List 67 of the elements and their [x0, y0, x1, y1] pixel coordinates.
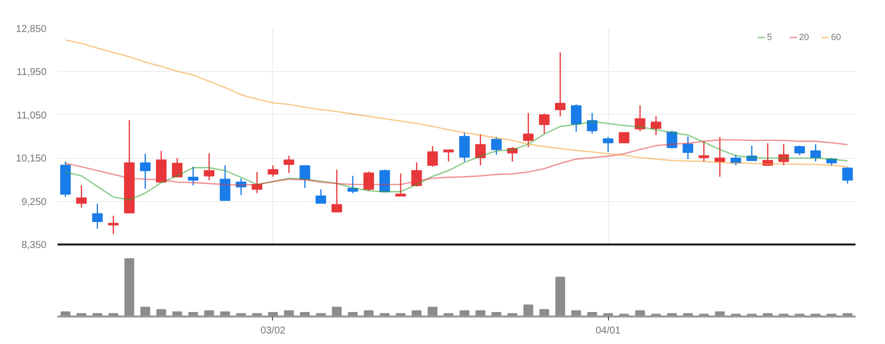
candlestick — [395, 172, 406, 197]
y-tick-label: 8,350 — [21, 240, 47, 251]
candlestick — [188, 166, 198, 186]
candlestick — [316, 188, 326, 204]
candlestick — [172, 158, 182, 178]
candlestick — [427, 146, 438, 168]
candlestick — [475, 134, 486, 166]
candlestick — [236, 178, 246, 196]
candlestick — [810, 144, 821, 162]
bar — [523, 304, 534, 316]
candlestick — [698, 140, 710, 162]
bar — [635, 310, 645, 316]
candlestick — [586, 112, 598, 134]
legend-label: 60 — [831, 32, 842, 42]
candlestick — [379, 169, 390, 192]
candlestick — [842, 166, 853, 184]
candlestick — [140, 153, 151, 190]
candlestick — [650, 116, 662, 136]
bar — [412, 310, 422, 316]
bar — [124, 258, 134, 316]
candlestick — [108, 215, 119, 235]
y-tick-label: 12,850 — [16, 24, 47, 35]
bar — [284, 310, 294, 316]
candlestick — [204, 152, 214, 181]
candlestick — [459, 132, 470, 162]
candlestick — [554, 52, 566, 117]
bar — [428, 306, 438, 316]
x-tick-label: 03/02 — [260, 326, 286, 336]
candlestick — [363, 170, 374, 192]
legend-label: 20 — [799, 32, 810, 42]
candlestick — [300, 164, 310, 188]
bar — [476, 310, 486, 316]
candlestick — [523, 112, 534, 148]
legend-label: 5 — [767, 32, 774, 42]
y-tick-label: 10,150 — [16, 154, 47, 165]
candlestick — [252, 171, 262, 194]
y-tick-label: 9,250 — [21, 196, 47, 208]
bar — [204, 310, 214, 316]
candlestick — [491, 136, 502, 156]
candlestick — [220, 164, 230, 201]
candlestick — [602, 136, 614, 152]
bar — [460, 310, 470, 316]
bar — [555, 276, 566, 316]
candlestick — [762, 142, 774, 166]
candlestick — [92, 203, 103, 230]
candlestick — [730, 154, 742, 166]
candlestick — [634, 104, 646, 132]
candlestick — [538, 112, 550, 134]
candlestick — [570, 104, 582, 132]
candlestick — [507, 146, 518, 162]
candlestick — [268, 164, 278, 178]
candlestick — [284, 155, 294, 174]
candlestick — [794, 145, 805, 156]
candlestick — [682, 136, 694, 160]
candlestick — [76, 184, 87, 208]
candlestick — [666, 130, 678, 150]
candlestick — [746, 145, 758, 162]
candlestick — [156, 150, 167, 183]
candlestick — [618, 132, 630, 144]
candlestick — [411, 162, 422, 188]
y-tick-label: 11,050 — [16, 110, 47, 122]
candlestick — [778, 144, 789, 166]
candlestick — [347, 175, 358, 194]
candlestick — [714, 136, 726, 178]
x-tick-label: 04/01 — [596, 326, 622, 336]
y-tick-label: 11,950 — [16, 67, 47, 78]
candlestick — [332, 169, 342, 212]
